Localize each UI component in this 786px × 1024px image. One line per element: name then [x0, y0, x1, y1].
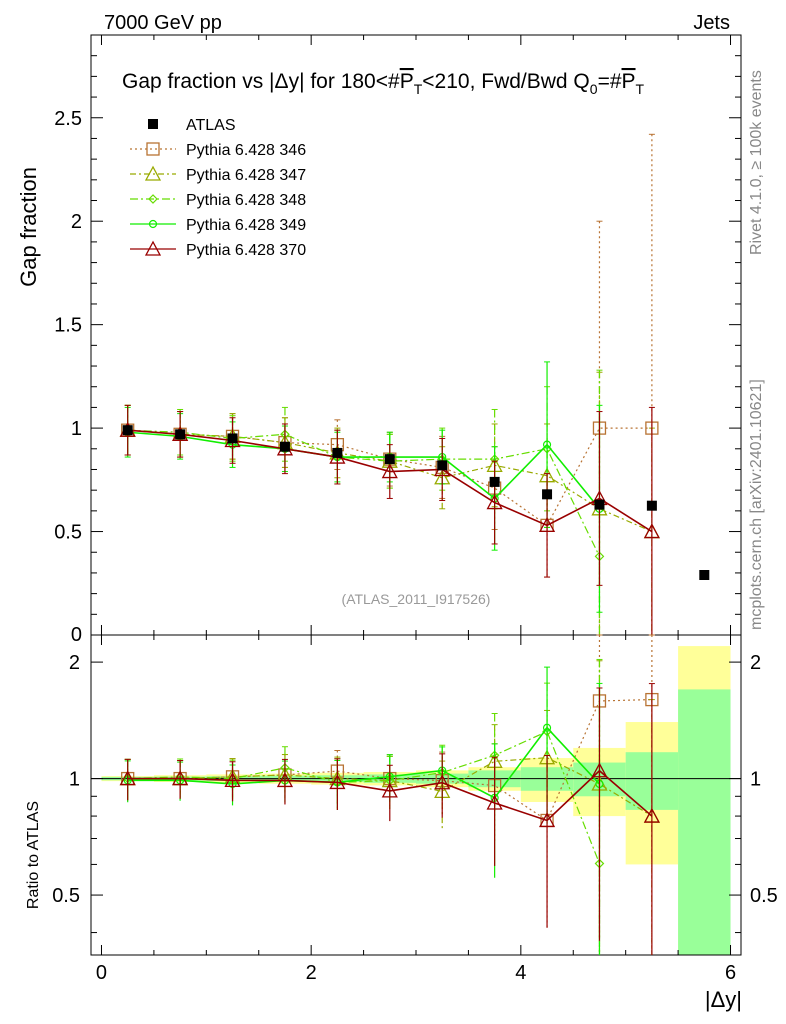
series-marker — [643, 807, 660, 823]
series-marker — [643, 523, 660, 539]
series-line — [127, 429, 601, 557]
legend-label: ATLAS — [186, 117, 236, 134]
legend-label: Pythia 6.428 347 — [186, 167, 306, 184]
series-line — [127, 429, 653, 533]
x-tick-label: 0 — [96, 962, 107, 984]
legend-label: Pythia 6.428 349 — [186, 217, 306, 234]
legend-label: Pythia 6.428 370 — [186, 242, 306, 259]
mcplots-label: mcplots.cern.ch [arXiv:2401.10621] — [748, 379, 765, 630]
series-marker — [542, 723, 552, 732]
y-axis-label: Gap fraction — [16, 167, 41, 287]
process-label: Jets — [693, 12, 730, 34]
ratio-y-tick-label: 1 — [69, 769, 80, 791]
data-point — [175, 429, 186, 440]
data-point — [646, 500, 657, 511]
analysis-label: (ATLAS_2011_I917526) — [342, 591, 491, 607]
y-tick-label: 2 — [71, 211, 82, 233]
series-marker — [486, 494, 503, 510]
ratio-series-line — [127, 730, 601, 864]
y-tick-label: 1.5 — [54, 315, 82, 337]
data-point — [594, 499, 605, 510]
series-line — [127, 427, 652, 527]
series-marker — [224, 771, 241, 788]
x-tick-label: 6 — [725, 962, 736, 984]
series-line — [127, 431, 601, 510]
series-marker — [542, 440, 552, 449]
y-tick-label: 1 — [71, 418, 82, 440]
ratio-y-tick-label: 2 — [69, 652, 80, 674]
series-marker — [146, 142, 160, 156]
series-marker — [148, 194, 158, 204]
series-marker — [434, 774, 451, 790]
ratio-y-tick-label-right: 0.5 — [750, 885, 778, 907]
series-marker — [538, 516, 556, 532]
x-axis-label: |Δy| — [705, 987, 742, 1012]
ratio-y-axis-label: Ratio to ATLAS — [25, 801, 42, 909]
data-point — [489, 476, 500, 487]
y-tick-label: 0 — [71, 624, 82, 646]
series-marker — [486, 794, 503, 810]
series-marker — [276, 772, 294, 788]
data-point — [437, 460, 448, 471]
series-marker — [381, 463, 398, 479]
data-point — [384, 454, 395, 465]
series-marker — [119, 770, 136, 786]
x-tick-label: 4 — [515, 962, 526, 984]
series-marker — [144, 240, 162, 256]
series-marker — [591, 762, 608, 778]
series-marker — [144, 165, 162, 181]
x-tick-label: 2 — [306, 962, 317, 984]
energy-label: 7000 GeV pp — [104, 12, 222, 34]
ratio-y-tick-label: 0.5 — [52, 885, 80, 907]
series-marker — [329, 774, 346, 790]
ratio-band-inner — [678, 689, 731, 955]
chart-title: Gap fraction vs |Δy| for 180<#PT<210, Fw… — [122, 70, 645, 97]
ratio-series-line — [127, 726, 601, 799]
ratio-y-tick-label-right: 2 — [750, 652, 761, 674]
data-point — [279, 441, 290, 452]
series-marker — [148, 219, 158, 229]
rivet-label: Rivet 4.1.0, ≥ 100k events — [748, 70, 765, 255]
series-marker — [381, 782, 398, 798]
data-point — [699, 570, 710, 580]
series-marker — [538, 812, 556, 828]
data-point — [542, 489, 553, 500]
ratio-y-tick-label-right: 1 — [750, 769, 761, 791]
legend-label: Pythia 6.428 346 — [186, 142, 306, 159]
y-tick-label: 2.5 — [54, 108, 82, 130]
legend-marker-atlas — [148, 119, 158, 129]
data-point — [227, 433, 238, 444]
data-point — [122, 425, 133, 436]
y-tick-label: 0.5 — [54, 522, 82, 544]
series-marker — [172, 770, 189, 786]
legend-label: Pythia 6.428 348 — [186, 192, 306, 209]
data-point — [332, 447, 343, 458]
